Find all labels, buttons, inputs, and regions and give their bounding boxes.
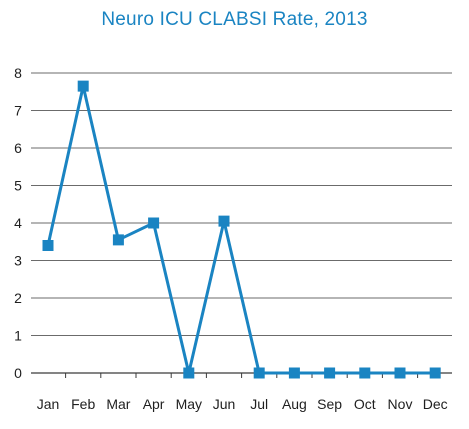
x-tick-label-sep: Sep [317, 396, 342, 412]
x-tick-label-oct: Oct [354, 396, 376, 412]
data-point-aug [288, 367, 300, 379]
data-point-apr [148, 217, 160, 229]
x-tick-label-jul: Jul [250, 396, 268, 412]
x-tick-label-feb: Feb [71, 396, 95, 412]
data-point-oct [359, 367, 371, 379]
y-tick-label-8: 8 [14, 65, 22, 81]
x-tick-label-nov: Nov [388, 396, 413, 412]
data-point-nov [394, 367, 406, 379]
y-tick-label-0: 0 [14, 365, 22, 381]
chart-title: Neuro ICU CLABSI Rate, 2013 [101, 9, 368, 30]
data-point-mar [112, 234, 124, 246]
y-tick-label-6: 6 [14, 140, 22, 156]
data-point-jul [253, 367, 265, 379]
x-tick-label-jun: Jun [213, 396, 236, 412]
x-tick-label-dec: Dec [423, 396, 448, 412]
data-point-feb [77, 80, 89, 92]
data-point-dec [429, 367, 441, 379]
series-line [46, 84, 436, 375]
x-tick-label-aug: Aug [282, 396, 307, 412]
data-point-sep [324, 367, 336, 379]
x-tick-label-apr: Apr [143, 396, 165, 412]
y-tick-label-3: 3 [14, 253, 22, 269]
y-tick-label-7: 7 [14, 103, 22, 119]
x-tick-label-jan: Jan [37, 396, 60, 412]
y-tick-label-4: 4 [14, 215, 22, 231]
x-tick-label-may: May [176, 396, 202, 412]
data-point-may [183, 367, 195, 379]
x-tick-label-mar: Mar [106, 396, 130, 412]
data-point-jun [218, 215, 230, 227]
data-point-jan [42, 240, 54, 251]
y-tick-label-5: 5 [14, 178, 22, 194]
y-tick-label-1: 1 [14, 328, 22, 344]
y-tick-label-2: 2 [14, 290, 22, 306]
